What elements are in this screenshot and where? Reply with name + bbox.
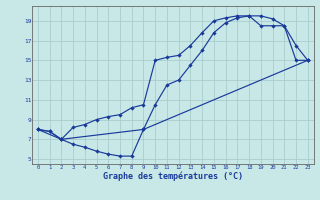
X-axis label: Graphe des températures (°C): Graphe des températures (°C) bbox=[103, 171, 243, 181]
